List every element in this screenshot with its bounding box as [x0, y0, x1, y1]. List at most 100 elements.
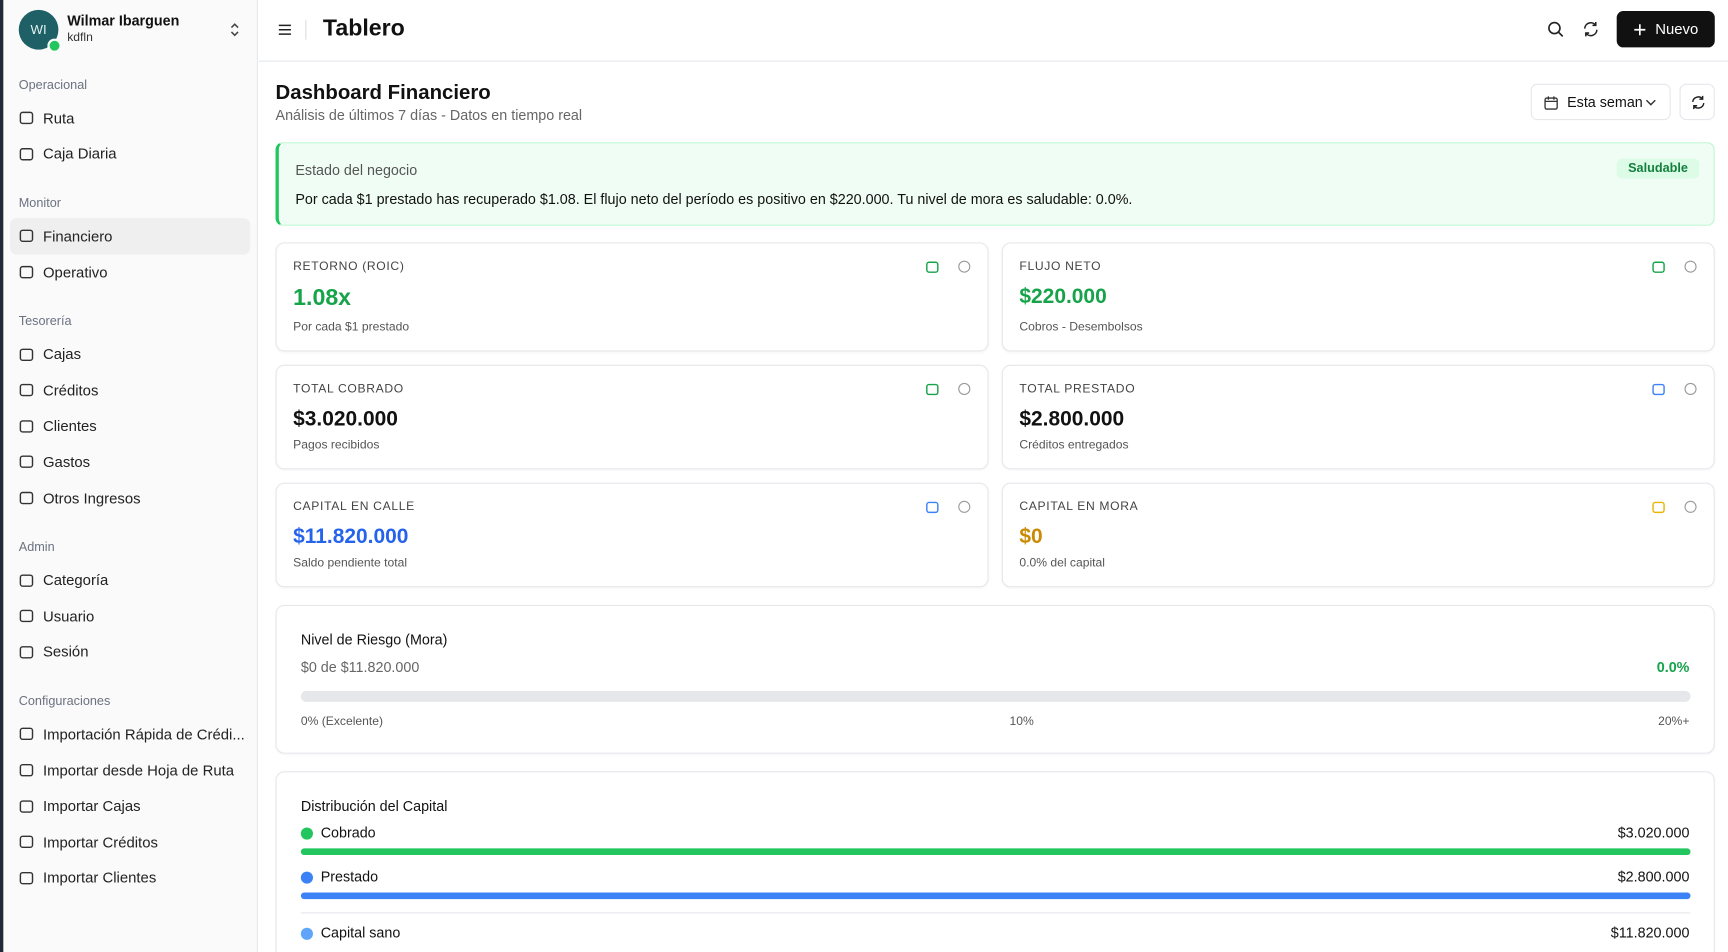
- refresh-button[interactable]: [1679, 83, 1715, 121]
- nav-icon-shape: [19, 266, 34, 279]
- period-label: Esta semana: [1567, 93, 1644, 111]
- nav-item[interactable]: Cajas: [10, 336, 250, 372]
- metric-card: CAPITAL EN CALLE $11.820.000 Saldo pendien…: [275, 482, 989, 588]
- menu-button[interactable]: [278, 23, 292, 36]
- nav-item-label: Clientes: [42, 417, 97, 435]
- metric-card: RETORNO (ROIC) 1.08x Por cada $1 prestado: [275, 242, 989, 352]
- nav-item[interactable]: Gastos: [10, 444, 250, 480]
- nav-icon: [19, 645, 34, 659]
- period-select[interactable]: Esta semana: [1530, 83, 1671, 121]
- nav-item[interactable]: Importar desde Hoja de Ruta: [10, 752, 250, 788]
- nav-item[interactable]: Clientes: [10, 408, 250, 444]
- help-icon[interactable]: [958, 260, 971, 273]
- status-label: Estado del negocio: [295, 161, 418, 179]
- status-message: Por cada $1 prestado has recuperado $1.0…: [295, 190, 1133, 208]
- nav-item[interactable]: Importación Rápida de Crédi...: [10, 716, 250, 752]
- nav-item[interactable]: Usuario: [10, 598, 250, 634]
- refresh-icon: [1692, 95, 1705, 110]
- metric-icon-shape: [1652, 383, 1665, 396]
- nav-item[interactable]: Créditos: [10, 372, 250, 408]
- metric-icon-shape: [926, 501, 939, 514]
- nav-item[interactable]: Caja Diaria: [10, 136, 250, 172]
- nav-item[interactable]: Importar Clientes: [10, 860, 250, 896]
- metric-label: TOTAL COBRADO: [293, 382, 404, 396]
- nav-item[interactable]: Categoría: [10, 562, 250, 598]
- nav-icon: [19, 799, 34, 813]
- metric-note: Saldo pendiente total: [293, 556, 408, 570]
- nav-item[interactable]: Importar Cajas: [10, 788, 250, 824]
- nav-item-label: Importar desde Hoja de Ruta: [42, 761, 235, 779]
- help-icon[interactable]: [1684, 260, 1697, 273]
- nav-icon-shape: [19, 491, 34, 505]
- nav-item-label: Cajas: [42, 346, 82, 363]
- topbar: Tablero Nuevo: [258, 0, 1728, 62]
- chevron-down: [1645, 99, 1656, 106]
- nav-icon: [19, 147, 34, 161]
- nav-icon: [19, 111, 34, 125]
- nav-item-label: Operativo: [42, 263, 108, 281]
- nav-icon-shape: [19, 799, 34, 813]
- sidebar: WI Wilmar Ibarguen kdfln Operacional Ruta…: [0, 0, 258, 952]
- nav-icon: [19, 763, 34, 777]
- nav-item[interactable]: Sesión: [10, 634, 250, 670]
- nav-item-label: Usuario: [42, 607, 95, 625]
- metric-icon: [926, 383, 939, 396]
- metric-icon-shape: [926, 383, 939, 396]
- help-icon[interactable]: [958, 500, 971, 513]
- user-org: kdfln: [67, 30, 93, 45]
- user-block[interactable]: WI Wilmar Ibarguen kdfln: [18, 9, 250, 53]
- nav-section: Monitor Financiero Operativo: [3, 192, 256, 290]
- nav-icon-shape: [19, 111, 34, 125]
- calendar-icon: [1544, 96, 1558, 110]
- user-name: Wilmar Ibarguen: [67, 12, 180, 29]
- metric-value: $3.020.000: [293, 407, 398, 431]
- help-icon[interactable]: [1684, 382, 1697, 396]
- nav-item[interactable]: Otros Ingresos: [10, 480, 250, 516]
- metric-icon: [926, 501, 939, 514]
- nav-item-label: Gastos: [42, 453, 91, 471]
- nav-icon-shape: [19, 348, 34, 361]
- nav-icon-shape: [19, 574, 34, 587]
- metric-value: $0: [1019, 525, 1043, 549]
- metric-card: FLUJO NETO $220.000 Cobros - Desembolsos: [1001, 242, 1715, 352]
- search-button[interactable]: [1547, 21, 1564, 38]
- nav-item[interactable]: Financiero: [9, 218, 251, 255]
- nav-item-label: Importar Créditos: [42, 833, 158, 851]
- help-icon[interactable]: [958, 382, 971, 396]
- divider: [305, 19, 307, 40]
- nav-icon-shape: [19, 384, 34, 397]
- distribution-separator: [300, 912, 1691, 914]
- risk-amount: $0 de $11.820.000: [300, 658, 420, 676]
- dashboard-subtitle: Análisis de últimos 7 días - Datos en ti…: [275, 106, 583, 124]
- nav-section: Configuraciones Importación Rápida de Cré…: [3, 690, 256, 896]
- nav-icon-shape: [19, 230, 34, 243]
- help-icon-circle: [958, 260, 971, 273]
- metric-note: Pagos recibidos: [293, 438, 380, 452]
- nav-icon: [19, 420, 34, 433]
- nav-icon-shape: [19, 609, 34, 623]
- new-button[interactable]: Nuevo: [1616, 11, 1715, 48]
- nav-item[interactable]: Operativo: [10, 254, 250, 290]
- nav-item-label: Importación Rápida de Crédi...: [42, 726, 245, 743]
- nav-icon: [19, 384, 34, 397]
- nav-item-label: Sesión: [42, 643, 89, 661]
- nav-icon-shape: [19, 455, 34, 469]
- nav-item[interactable]: Ruta: [10, 100, 250, 136]
- avatar-initials: WI: [30, 22, 47, 38]
- nav-item[interactable]: Importar Créditos: [10, 824, 250, 860]
- reload-button[interactable]: [1583, 21, 1600, 38]
- legend-dot: [300, 927, 313, 940]
- distribution-bar: [300, 848, 1691, 856]
- metric-label: TOTAL PRESTADO: [1019, 382, 1136, 396]
- metric-note: Créditos entregados: [1019, 438, 1129, 452]
- page-title: Tablero: [322, 15, 405, 41]
- nav-icon: [19, 871, 34, 885]
- distribution-name: Cobrado: [320, 824, 376, 841]
- help-icon[interactable]: [1684, 500, 1697, 513]
- online-dot: [47, 38, 62, 53]
- metric-card: CAPITAL EN MORA $0 0.0% del capital: [1001, 482, 1715, 588]
- nav: Operacional Ruta Caja Diaria Monitor Financi…: [3, 74, 256, 916]
- nav-item-label: Importar Cajas: [42, 797, 141, 815]
- help-icon-circle: [1684, 260, 1697, 273]
